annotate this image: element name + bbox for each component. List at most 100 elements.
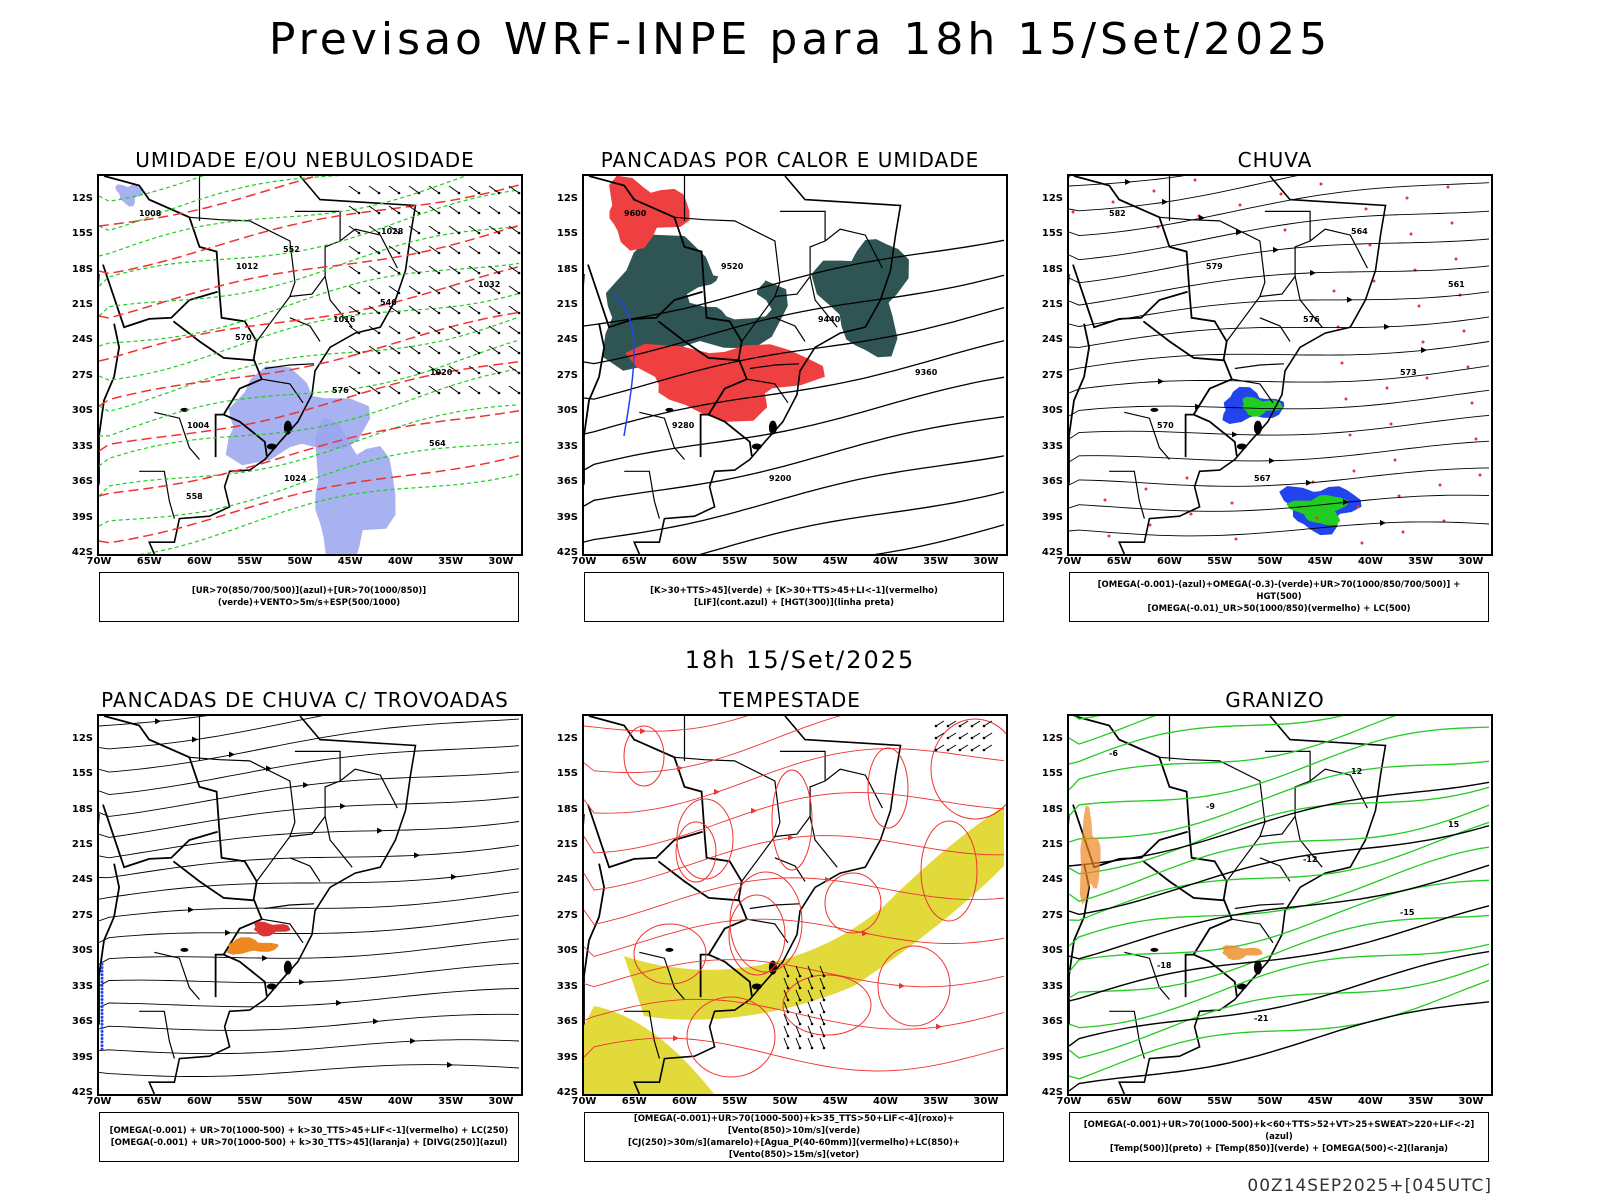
svg-text:1032: 1032: [478, 280, 500, 289]
lon-tick-label: 70W: [86, 1096, 112, 1107]
lon-tick-label: 55W: [237, 1096, 263, 1107]
lat-tick-label: 39S: [1041, 511, 1063, 523]
lat-tick-label: 27S: [1041, 369, 1063, 381]
lat-tick-label: 18S: [556, 803, 578, 815]
lat-tick-label: 21S: [71, 298, 93, 310]
svg-text:1012: 1012: [236, 262, 258, 271]
lat-tick-label: 15S: [1041, 768, 1063, 780]
lat-tick-label: 42S: [71, 1087, 93, 1098]
lat-tick-label: 36S: [556, 476, 578, 488]
lat-tick-label: 15S: [71, 768, 93, 780]
lon-tick-label: 35W: [1408, 556, 1434, 567]
lon-tick-label: 60W: [186, 556, 212, 567]
svg-text:1008: 1008: [139, 209, 162, 218]
lat-tick-label: 27S: [1041, 909, 1063, 921]
lon-tick-label: 30W: [488, 556, 514, 567]
lat-tick-label: 42S: [1041, 547, 1063, 558]
lon-tick-label: 55W: [722, 556, 748, 567]
svg-text:1028: 1028: [381, 227, 404, 236]
lat-tick-label: 21S: [556, 298, 578, 310]
lat-tick-label: 36S: [556, 1016, 578, 1028]
lon-tick-label: 40W: [387, 1096, 413, 1107]
lon-tick-label: 65W: [621, 1096, 647, 1107]
lat-tick-label: 33S: [556, 980, 578, 992]
lat-tick-label: 12S: [556, 192, 578, 204]
lon-tick-label: 45W: [1307, 1096, 1333, 1107]
lat-tick-label: 12S: [71, 732, 93, 744]
legend-line: [OMEGA(-0.001)-(azul)+OMEGA(-0.3)-(verde…: [1097, 580, 1461, 602]
panel-pancadas-trovoadas: PANCADAS DE CHUVA C/ TROVOADAS 12S 15S 18S 2…: [65, 688, 545, 1168]
svg-text:576: 576: [332, 386, 349, 395]
lat-tick-label: 27S: [71, 369, 93, 381]
lat-tick-label: 42S: [556, 1087, 578, 1098]
panel-title: CHUVA: [1237, 148, 1313, 172]
lat-tick-label: 33S: [71, 440, 93, 452]
lon-tick-label: 45W: [1307, 556, 1333, 567]
valid-time-title: 18h 15/Set/2025: [684, 646, 916, 674]
lat-tick-label: 21S: [71, 838, 93, 850]
lat-tick-label: 27S: [556, 909, 578, 921]
map-graphic: 9600 9520 9440 9360 9280 9200: [584, 176, 1005, 554]
lon-tick-label: 55W: [1207, 556, 1233, 567]
map-umidade: 1008 1012 1016 1020 1004 1024 1028 1032 570 576 56…: [97, 174, 523, 556]
lat-tick-label: 42S: [556, 547, 578, 558]
lat-tick-label: 39S: [556, 1051, 578, 1063]
lon-tick-label: 60W: [671, 1096, 697, 1107]
lon-tick-label: 45W: [822, 1096, 848, 1107]
svg-text:570: 570: [235, 333, 252, 342]
lon-tick-label: 30W: [1458, 1096, 1484, 1107]
lat-tick-label: 21S: [1041, 298, 1063, 310]
lon-tick-label: 50W: [772, 1096, 798, 1107]
lon-tick-label: 35W: [438, 556, 464, 567]
lat-tick-label: 12S: [1041, 192, 1063, 204]
svg-text:9200: 9200: [769, 474, 792, 483]
lon-tick-label: 35W: [438, 1096, 464, 1107]
lon-tick-label: 65W: [621, 556, 647, 567]
lat-tick-label: 12S: [1041, 732, 1063, 744]
lat-tick-label: 15S: [556, 768, 578, 780]
svg-text:-12: -12: [1303, 855, 1317, 864]
lon-tick-label: 30W: [973, 556, 999, 567]
lat-tick-label: 36S: [1041, 476, 1063, 488]
lon-tick-label: 70W: [571, 556, 597, 567]
lon-tick-label: 40W: [872, 1096, 898, 1107]
map-graphic: [584, 716, 1006, 1094]
map-graphic: [99, 716, 520, 1094]
lat-tick-label: 30S: [71, 945, 93, 957]
svg-text:1024: 1024: [284, 474, 307, 483]
panel-legend: [UR>70(850/700/500)](azul)+[UR>70(1000/8…: [99, 572, 519, 622]
legend-line: [K>30+TTS>45](verde) + [K>30+TTS>45+LI<-…: [650, 586, 938, 596]
lon-tick-label: 45W: [337, 556, 363, 567]
svg-text:15: 15: [1448, 820, 1460, 829]
map-graphic: -6 -9 -12 -15 -18 -21 12 15: [1069, 716, 1490, 1094]
lon-tick-label: 55W: [1207, 1096, 1233, 1107]
lat-tick-label: 36S: [71, 1016, 93, 1028]
lat-tick-label: 33S: [1041, 980, 1063, 992]
legend-line: [CJ(250)>30m/s](amarelo)+[Agua_P(40-60mm…: [627, 1138, 961, 1160]
lat-tick-label: 18S: [556, 263, 578, 275]
panel-umidade: UMIDADE E/OU NEBULOSIDADE 1008 1012 1016 102…: [65, 148, 545, 628]
lon-tick-label: 45W: [337, 1096, 363, 1107]
lon-tick-label: 50W: [1257, 556, 1283, 567]
lon-tick-label: 70W: [571, 1096, 597, 1107]
lon-tick-label: 40W: [387, 556, 413, 567]
lon-tick-label: 65W: [136, 1096, 162, 1107]
lat-tick-label: 30S: [1041, 405, 1063, 417]
map-graphic: 1008 1012 1016 1020 1004 1024 1028 1032 570 576 56…: [99, 176, 521, 554]
svg-text:567: 567: [1254, 474, 1271, 483]
svg-text:558: 558: [186, 492, 203, 501]
svg-text:-6: -6: [1109, 749, 1118, 758]
svg-text:-15: -15: [1400, 908, 1415, 917]
legend-line: [OMEGA(-0.001) + UR>70(1000-500) + k>30_…: [110, 1138, 508, 1148]
panel-legend: [OMEGA(-0.001)-(azul)+OMEGA(-0.3)-(verde…: [1069, 572, 1489, 622]
panel-title: TEMPESTADE: [719, 688, 861, 712]
map-chuva: 582 579 576 573 570 567 564 561: [1067, 174, 1493, 556]
lat-tick-label: 30S: [556, 945, 578, 957]
svg-text:579: 579: [1206, 262, 1223, 271]
panel-legend: [K>30+TTS>45](verde) + [K>30+TTS>45+LI<-…: [584, 572, 1004, 622]
svg-text:576: 576: [1303, 315, 1320, 324]
lat-tick-label: 12S: [71, 192, 93, 204]
lat-tick-label: 33S: [71, 980, 93, 992]
panel-tempestade: TEMPESTADE 12S 15S 18S 21S 24S 27S 30S 33S 36S 39S…: [550, 688, 1030, 1168]
lat-tick-label: 18S: [71, 803, 93, 815]
